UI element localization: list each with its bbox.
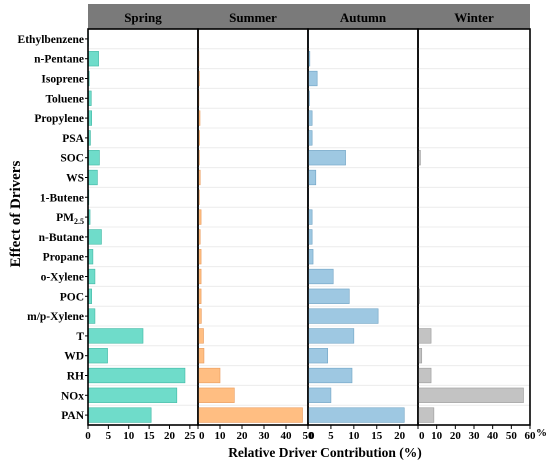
x-axis-unit-suffix: % <box>536 427 547 439</box>
x-tick-label-winter: 0 <box>419 430 425 442</box>
x-tick-label-autumn: 15 <box>371 430 383 442</box>
bar-spring-n-butane <box>87 229 102 245</box>
y-tick-label-poc: POC <box>60 291 84 303</box>
bar-summer-rh <box>197 367 221 384</box>
panel-autumn: 0 5 10 15 20 <box>307 28 419 442</box>
bar-autumn-rh <box>307 367 353 384</box>
panel-frame-winter <box>417 28 531 426</box>
bar-summer-wd <box>197 348 205 364</box>
x-tick-label-spring: 0 <box>85 430 91 442</box>
bar-autumn-ws <box>307 169 317 186</box>
bar-spring-nox <box>87 387 178 403</box>
x-tick-label-spring: 5 <box>106 430 112 442</box>
y-tick-label-t: T <box>76 331 84 343</box>
y-tick-label-soc: SOC <box>60 153 84 165</box>
y-tick-label-isoprene: Isoprene <box>41 74 84 86</box>
y-tick-label-pan: PAN <box>61 410 84 422</box>
x-tick-label-summer: 20 <box>237 430 249 442</box>
bar-autumn-isoprene <box>307 70 318 87</box>
bar-autumn-soc <box>307 150 346 166</box>
bar-winter-t <box>417 328 432 344</box>
x-tick-label-autumn: 10 <box>348 430 360 442</box>
bar-spring-m-p-xylene <box>87 308 96 324</box>
bar-spring-pan <box>87 407 152 423</box>
bar-autumn-o-xylene <box>307 268 334 285</box>
y-tick-label-ws: WS <box>66 173 84 185</box>
y-tick-label-o-xylene: o-Xylene <box>41 272 84 284</box>
y-tick-label-nox: NOx <box>61 390 84 402</box>
strip-label-spring: Spring <box>124 10 162 25</box>
driver-labels: Ethylbenzene n-Pentane Isoprene Toluene Prop… <box>18 34 88 422</box>
x-tick-label-spring: 10 <box>123 430 135 442</box>
x-tick-label-summer: 0 <box>199 430 205 442</box>
x-tick-label-winter: 20 <box>450 430 462 442</box>
bar-autumn-m-p-xylene <box>307 308 379 324</box>
strip-label-winter: Winter <box>454 10 494 25</box>
x-tick-label-spring: 15 <box>144 430 156 442</box>
x-tick-label-winter: 30 <box>469 430 481 442</box>
x-tick-label-summer: 50 <box>303 430 315 442</box>
x-tick-label-summer: 30 <box>259 430 271 442</box>
bar-spring-o-xylene <box>87 268 96 285</box>
bar-autumn-poc <box>307 288 350 304</box>
bar-spring-t <box>87 328 144 344</box>
bar-autumn-t <box>307 328 355 344</box>
y-tick-label-pm: PM2.5 <box>56 212 84 226</box>
bar-autumn-pan <box>307 407 405 423</box>
season-strip-headers: Spring Summer Autumn Winter <box>88 4 530 29</box>
bar-winter-pan <box>417 407 435 423</box>
y-tick-label-ethylbenzene: Ethylbenzene <box>18 34 84 46</box>
y-tick-label-rh: RH <box>67 371 84 383</box>
x-tick-label-winter: 10 <box>431 430 443 442</box>
bar-summer-pan <box>197 407 303 423</box>
y-tick-label-psa: PSA <box>62 133 84 145</box>
strip-label-summer: Summer <box>229 10 277 25</box>
x-tick-label-winter: 60 <box>525 430 537 442</box>
bar-autumn-wd <box>307 348 329 364</box>
panel-winter: 0 10 20 30 40 50 60 <box>417 28 537 442</box>
bar-spring-soc <box>87 150 100 166</box>
y-tick-label-n-pentane: n-Pentane <box>34 54 84 66</box>
x-tick-label-autumn: 5 <box>328 430 334 442</box>
bar-spring-rh <box>87 367 186 384</box>
y-tick-label-wd: WD <box>64 351 84 363</box>
bar-spring-ws <box>87 169 98 186</box>
panel-spring: 0 5 10 15 20 25 <box>85 28 199 442</box>
y-tick-label-1-butene: 1-Butene <box>40 192 84 204</box>
x-tick-label-spring: 25 <box>184 430 196 442</box>
x-tick-label-summer: 10 <box>215 430 227 442</box>
x-tick-label-summer: 40 <box>281 430 293 442</box>
bar-spring-wd <box>87 348 108 364</box>
bar-spring-n-pentane <box>87 51 99 67</box>
bar-autumn-nox <box>307 387 332 403</box>
y-tick-label-toluene: Toluene <box>45 93 84 105</box>
y-tick-label-propylene: Propylene <box>34 113 84 125</box>
y-tick-label-m-p-xylene: m/p-Xylene <box>27 311 84 323</box>
x-axis-title: Relative Driver Contribution (%) <box>228 445 422 460</box>
y-tick-label-propane: Propane <box>43 252 84 264</box>
y-axis-title: Effect of Drivers <box>8 161 24 268</box>
bar-winter-rh <box>417 367 432 384</box>
season-panels: 0 5 10 15 20 25 0 10 20 30 40 500 5 10 15 20 0 10 20 30 40 50… <box>85 28 537 442</box>
y-tick-label-n-butane: n-Butane <box>39 232 84 244</box>
panel-summer: 0 10 20 30 40 50 <box>197 28 315 442</box>
strip-label-autumn: Autumn <box>340 10 387 25</box>
bar-summer-nox <box>197 387 235 403</box>
x-tick-label-autumn: 20 <box>394 430 406 442</box>
x-tick-label-winter: 40 <box>487 430 499 442</box>
bar-summer-t <box>197 328 204 344</box>
strip-header-background <box>88 4 530 29</box>
x-tick-label-spring: 20 <box>164 430 176 442</box>
x-tick-label-winter: 50 <box>506 430 518 442</box>
bar-winter-nox <box>417 387 524 403</box>
x-tick-label-autumn: 0 <box>309 430 315 442</box>
